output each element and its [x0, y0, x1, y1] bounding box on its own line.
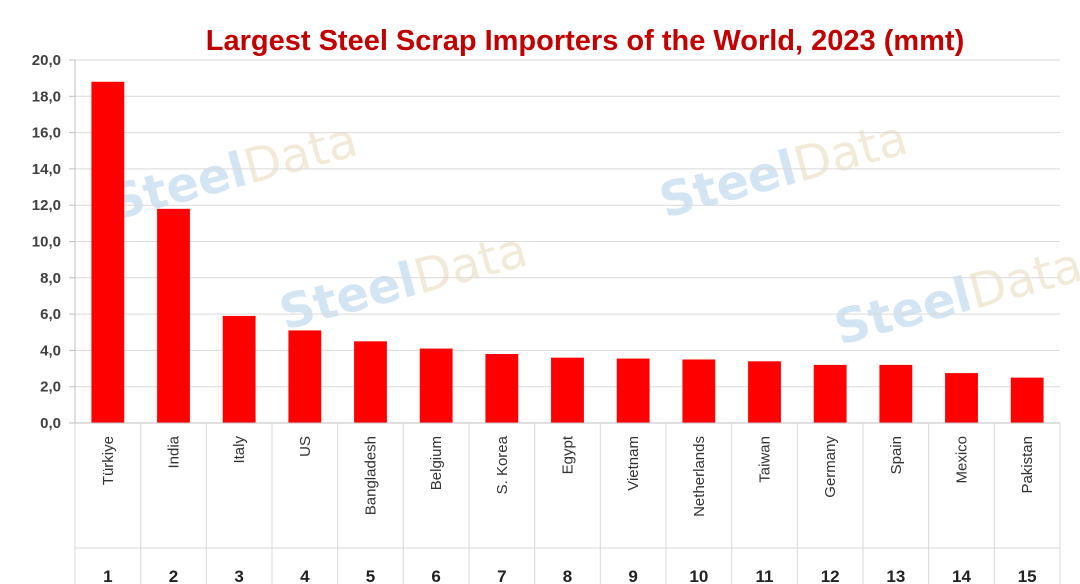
- watermark-steel: Steel: [829, 267, 978, 357]
- rank-label: 1: [103, 567, 112, 584]
- bar: [813, 364, 847, 423]
- bar: [879, 364, 913, 423]
- rank-label: 3: [234, 567, 243, 584]
- rank-label: 9: [628, 567, 637, 584]
- bar: [222, 315, 256, 423]
- rank-label: 2: [169, 567, 178, 584]
- x-category-label: Netherlands: [691, 436, 708, 517]
- x-category-label: Taiwan: [757, 436, 774, 483]
- rank-label: 10: [689, 567, 708, 584]
- bar: [288, 330, 322, 423]
- x-category-label: Italy: [231, 436, 248, 464]
- x-category-label: US: [297, 436, 314, 457]
- category-table: Türkiye 1 India 2 Italy 3 US 4 Bangladesh 5 Belgiu…: [74, 422, 1061, 584]
- rank-label: 12: [821, 567, 840, 584]
- y-tick-label: 12,0: [32, 197, 61, 214]
- rank-label: 4: [300, 567, 310, 584]
- x-category-label: India: [166, 435, 183, 468]
- x-category-label: Türkiye: [100, 436, 117, 485]
- y-tick-label: 18,0: [32, 88, 61, 105]
- x-category-label: S. Korea: [494, 435, 511, 494]
- x-category-label: Bangladesh: [363, 436, 380, 515]
- rank-label: 5: [366, 567, 375, 584]
- rank-label: 11: [756, 567, 774, 584]
- watermark-data: Data: [238, 112, 363, 196]
- bar: [485, 354, 519, 423]
- x-category-label: Mexico: [954, 436, 971, 484]
- rank-label: 14: [952, 567, 971, 584]
- watermark-data: Data: [788, 110, 913, 194]
- watermark-steel: Steel: [654, 140, 803, 230]
- x-category-label: Spain: [888, 436, 905, 474]
- bar: [748, 361, 781, 423]
- y-tick-label: 14,0: [32, 161, 61, 178]
- y-tick-label: 4,0: [40, 342, 61, 359]
- rank-label: 15: [1018, 567, 1037, 584]
- x-category-label: Germany: [822, 436, 839, 498]
- watermark-text: SteelData: [654, 110, 914, 230]
- bar: [1010, 377, 1044, 423]
- bar: [91, 81, 125, 423]
- x-category-label: Pakistan: [1019, 436, 1036, 494]
- bar: [157, 208, 190, 423]
- watermark-text: SteelData: [274, 222, 534, 342]
- watermark-data: Data: [408, 222, 533, 306]
- y-tick-label: 8,0: [40, 270, 61, 287]
- rank-label: 13: [886, 567, 905, 584]
- y-tick-label: 16,0: [32, 125, 61, 142]
- watermark-text: SteelData: [829, 237, 1080, 357]
- watermark-steel: Steel: [274, 252, 423, 342]
- bar: [354, 341, 387, 423]
- watermark-text: SteelData: [104, 112, 364, 232]
- bars: [91, 81, 1044, 423]
- bar: [945, 373, 978, 423]
- x-category-label: Vietnam: [625, 436, 642, 491]
- y-tick-label: 0,0: [40, 415, 61, 432]
- x-category-label: Egypt: [560, 435, 577, 474]
- y-axis: 0,0 2,0 4,0 6,0 8,0 10,0 12,0 14,0 16,0 18,0 20,0: [32, 52, 76, 584]
- y-tick-label: 20,0: [32, 52, 61, 69]
- watermark-data: Data: [963, 237, 1080, 321]
- bar: [616, 358, 650, 423]
- chart-title: Largest Steel Scrap Importers of the Wor…: [206, 25, 965, 57]
- y-tick-label: 10,0: [32, 234, 61, 251]
- bar: [551, 357, 584, 423]
- rank-label: 6: [431, 567, 440, 584]
- bar: [682, 359, 716, 423]
- rank-label: 7: [497, 567, 506, 584]
- y-tick-label: 6,0: [40, 306, 61, 323]
- rank-label: 8: [563, 567, 572, 584]
- y-tick-label: 2,0: [40, 379, 61, 396]
- x-category-label: Belgium: [428, 436, 445, 490]
- bar: [419, 348, 453, 423]
